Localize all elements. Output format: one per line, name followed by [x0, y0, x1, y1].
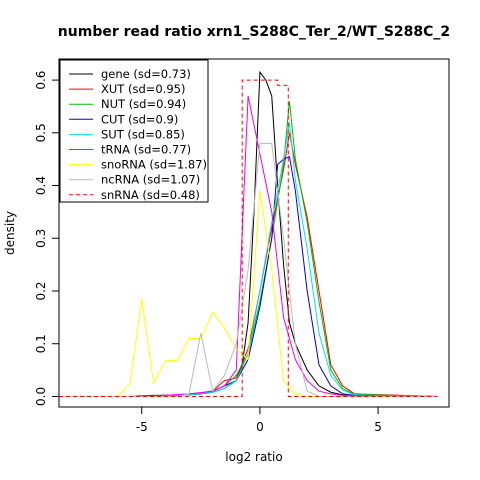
x-tick-label: -5: [136, 420, 148, 434]
x-axis: -5 0 5: [136, 406, 382, 434]
series-line-7: [59, 142, 438, 397]
legend-box: [59, 59, 209, 203]
y-tick-label: 0.2: [34, 281, 48, 300]
y-tick-label: 0.6: [34, 71, 48, 90]
y-tick-label: 0.5: [34, 123, 48, 142]
x-tick-label: 5: [374, 420, 382, 434]
x-tick-label: 0: [256, 420, 264, 434]
legend-label: snRNA (sd=0.48): [101, 188, 200, 202]
y-axis: 0.0 0.1 0.2 0.3 0.4 0.5 0.6: [34, 71, 60, 406]
series-line-5: [59, 95, 438, 397]
legend-label: gene (sd=0.73): [101, 67, 191, 81]
y-tick-label: 0.0: [34, 387, 48, 406]
series-layer: [59, 70, 438, 397]
legend-label: tRNA (sd=0.77): [101, 143, 191, 157]
y-axis-label: density: [3, 211, 17, 255]
y-tick-label: 0.3: [34, 229, 48, 248]
legend: gene (sd=0.73)XUT (sd=0.95)NUT (sd=0.94)…: [59, 59, 209, 203]
series-line-8: [59, 79, 438, 397]
series-line-6: [59, 190, 438, 397]
legend-label: snoRNA (sd=1.87): [101, 158, 207, 172]
legend-label: XUT (sd=0.95): [101, 82, 185, 96]
legend-label: SUT (sd=0.85): [101, 127, 185, 141]
legend-label: ncRNA (sd=1.07): [101, 173, 200, 187]
legend-label: NUT (sd=0.94): [101, 97, 186, 111]
x-axis-label: log2 ratio: [225, 450, 282, 464]
y-tick-label: 0.1: [34, 334, 48, 353]
y-tick-label: 0.4: [34, 176, 48, 195]
chart-title: number read ratio xrn1_S288C_Ter_2/WT_S2…: [58, 24, 450, 40]
legend-label: CUT (sd=0.9): [101, 112, 178, 126]
